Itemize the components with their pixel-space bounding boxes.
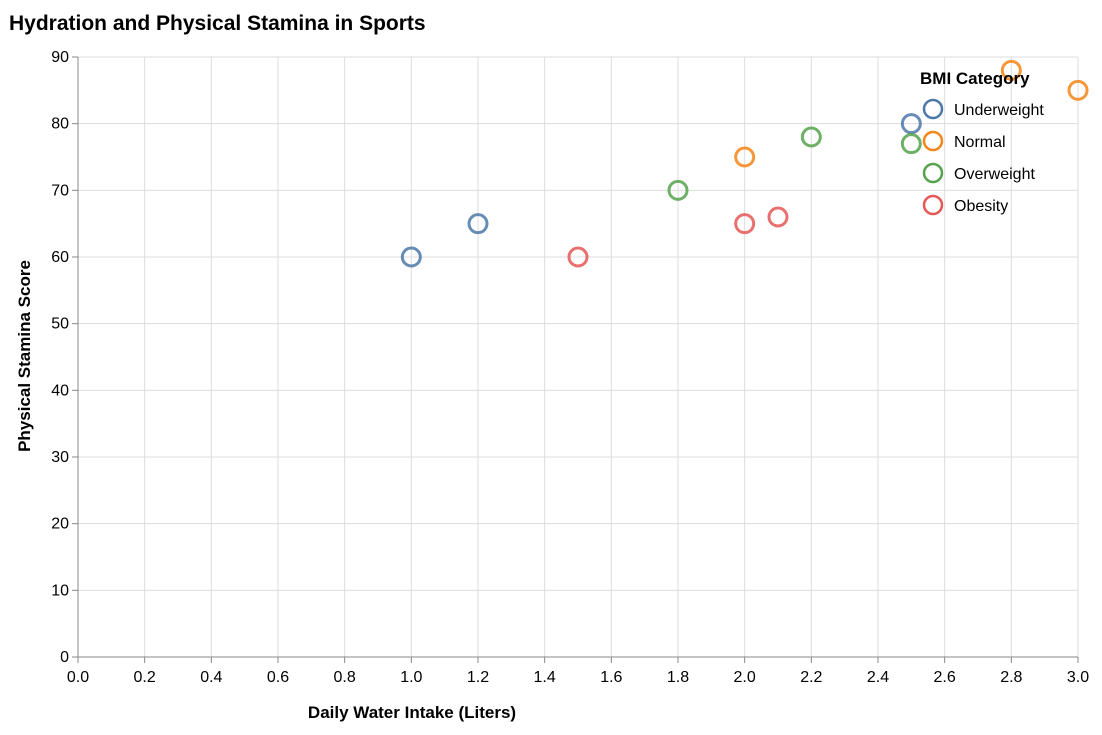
y-tick-label: 20 [51, 516, 69, 533]
x-axis-ticks: 0.0 0.2 0.4 0.6 0.8 1.0 1.2 1.4 1.6 1.8 2.0 2.2 2.4 2… [67, 657, 1089, 686]
legend: BMI Category Underweight Normal Overweight… [920, 69, 1044, 216]
legend-symbol-underweight [922, 98, 944, 120]
legend-label-underweight: Underweight [954, 102, 1044, 119]
data-point-overweight [667, 179, 689, 201]
data-points [400, 59, 1089, 268]
axes [77, 57, 1078, 658]
data-point-obesity [734, 213, 756, 235]
data-point-overweight [800, 126, 822, 148]
x-tick-label: 1.6 [600, 669, 622, 686]
legend-symbol-obesity [922, 194, 944, 216]
y-tick-label: 0 [60, 649, 69, 666]
y-tick-label: 10 [51, 582, 69, 599]
y-tick-label: 50 [51, 316, 69, 333]
x-tick-label: 0.6 [267, 669, 289, 686]
x-tick-label: 2.8 [1000, 669, 1022, 686]
data-point-normal [1000, 59, 1022, 81]
y-tick-label: 90 [51, 49, 69, 66]
legend-label-normal: Normal [954, 134, 1006, 151]
x-tick-label: 1.4 [534, 669, 556, 686]
data-point-underweight [900, 113, 922, 135]
legend-label-obesity: Obesity [954, 198, 1008, 215]
y-tick-label: 70 [51, 182, 69, 199]
x-axis-title: Daily Water Intake (Liters) [308, 703, 516, 722]
x-tick-label: 0.0 [67, 669, 89, 686]
gridlines [77, 56, 1079, 658]
data-point-obesity [567, 246, 589, 268]
data-point-obesity [767, 206, 789, 228]
y-axis-title: Physical Stamina Score [15, 260, 34, 452]
x-tick-label: 2.4 [867, 669, 889, 686]
y-tick-label: 80 [51, 116, 69, 133]
data-point-underweight [467, 213, 489, 235]
x-tick-label: 2.0 [734, 669, 756, 686]
y-axis-ticks: 0 10 20 30 40 50 60 70 80 90 [51, 49, 78, 666]
legend-label-overweight: Overweight [954, 166, 1035, 183]
x-tick-label: 2.2 [800, 669, 822, 686]
legend-symbol-overweight [922, 162, 944, 184]
y-tick-label: 40 [51, 382, 69, 399]
x-tick-label: 1.2 [467, 669, 489, 686]
y-tick-label: 60 [51, 249, 69, 266]
x-tick-label: 0.4 [200, 669, 222, 686]
x-tick-label: 1.8 [667, 669, 689, 686]
x-tick-label: 3.0 [1067, 669, 1089, 686]
data-point-underweight [400, 246, 422, 268]
data-point-overweight [900, 133, 922, 155]
data-point-normal [734, 146, 756, 168]
x-tick-label: 0.8 [334, 669, 356, 686]
y-tick-label: 30 [51, 449, 69, 466]
x-tick-label: 0.2 [134, 669, 156, 686]
chart-title: Hydration and Physical Stamina in Sports [9, 12, 426, 35]
legend-title: BMI Category [920, 69, 1030, 88]
x-tick-label: 1.0 [400, 669, 422, 686]
legend-symbol-normal [922, 130, 944, 152]
data-point-normal [1067, 79, 1089, 101]
x-tick-label: 2.6 [934, 669, 956, 686]
